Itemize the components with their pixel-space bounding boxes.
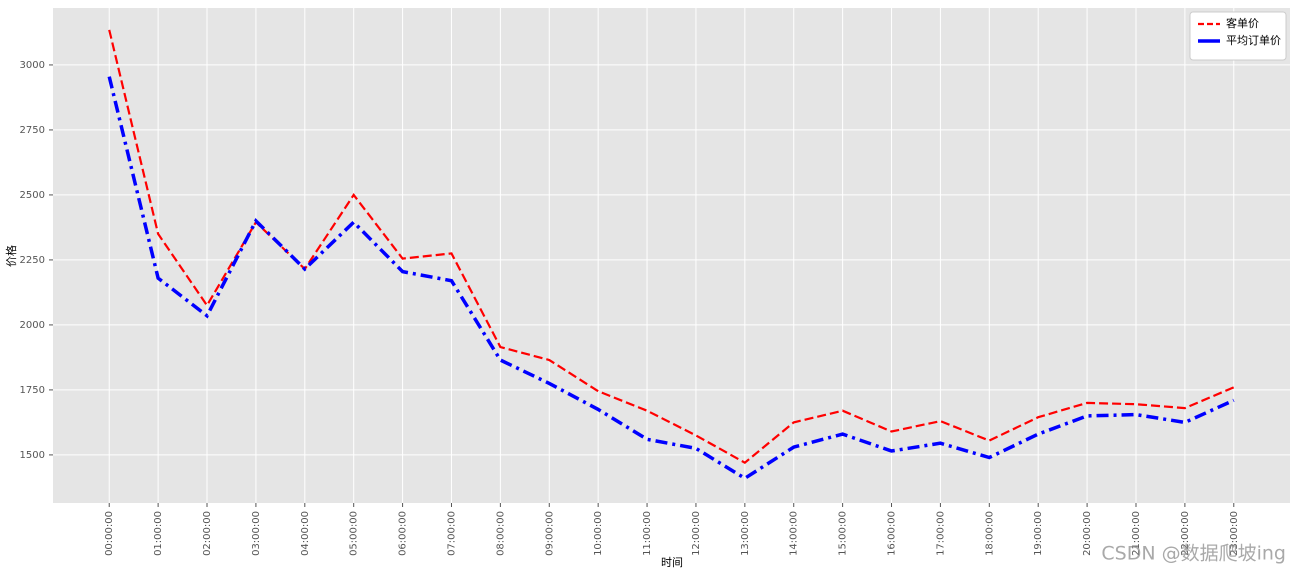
x-tick-label: 03:00:00 <box>251 511 262 556</box>
x-tick-label: 09:00:00 <box>544 511 555 556</box>
x-tick-label: 15:00:00 <box>838 511 849 556</box>
plot-area <box>53 8 1290 503</box>
y-axis-title: 价格 <box>4 245 18 267</box>
x-tick-label: 07:00:00 <box>446 511 457 556</box>
x-tick-label: 21:00:00 <box>1131 511 1142 556</box>
line <box>107 76 1235 481</box>
x-tick-label: 01:00:00 <box>153 511 164 556</box>
x-tick-label: 00:00:00 <box>104 511 115 556</box>
x-tick-label: 05:00:00 <box>349 511 360 556</box>
y-tick-label: 1500 <box>20 450 45 461</box>
x-tick-label: 04:00:00 <box>300 511 311 556</box>
y-tick-label: 2250 <box>20 255 45 266</box>
y-tick-label: 2500 <box>20 190 45 201</box>
y-tick-label: 3000 <box>20 60 45 71</box>
x-tick-label: 02:00:00 <box>202 511 213 556</box>
y-tick-label: 1750 <box>20 385 45 396</box>
x-tick-label: 14:00:00 <box>789 511 800 556</box>
x-tick-label: 20:00:00 <box>1082 511 1093 556</box>
legend-label: 平均订单价 <box>1226 34 1281 47</box>
x-tick-label: 22:00:00 <box>1180 511 1191 556</box>
y-tick-label: 2000 <box>20 320 45 331</box>
x-tick-label: 17:00:00 <box>935 511 946 556</box>
x-tick-label: 19:00:00 <box>1033 511 1044 556</box>
x-tick-label: 06:00:00 <box>398 511 409 556</box>
x-tick-label: 10:00:00 <box>593 511 604 556</box>
x-tick-label: 23:00:00 <box>1229 511 1240 556</box>
x-tick-label: 08:00:00 <box>495 511 506 556</box>
x-tick-label: 13:00:00 <box>740 511 751 556</box>
legend-box <box>1189 11 1287 61</box>
x-tick-label: 16:00:00 <box>887 511 898 556</box>
x-tick-label: 11:00:00 <box>642 511 653 556</box>
x-axis-title: 时间 <box>661 556 683 569</box>
watermark: CSDN @数据爬坡ing <box>1101 543 1286 565</box>
x-tick-label: 12:00:00 <box>691 511 702 556</box>
legend-label: 客单价 <box>1226 16 1259 30</box>
x-tick-label: 18:00:00 <box>984 511 995 556</box>
y-tick-label: 2750 <box>20 125 45 136</box>
